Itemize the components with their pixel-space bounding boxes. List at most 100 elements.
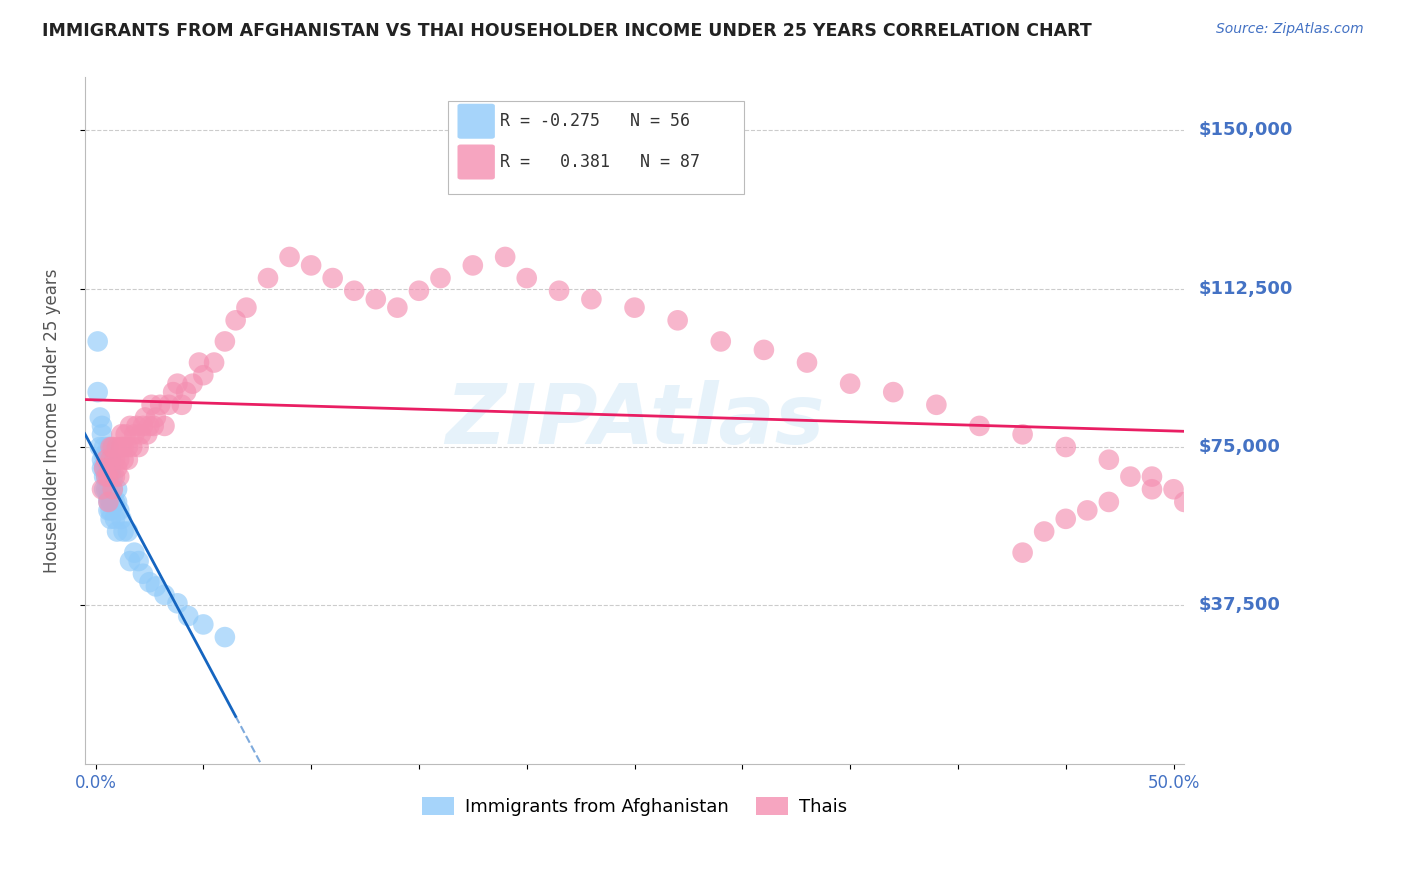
Text: IMMIGRANTS FROM AFGHANISTAN VS THAI HOUSEHOLDER INCOME UNDER 25 YEARS CORRELATIO: IMMIGRANTS FROM AFGHANISTAN VS THAI HOUS… (42, 22, 1092, 40)
Point (181, 376, 204, 391)
Point (97, 452, 120, 467)
Point (97, 469, 120, 483)
Point (162, 385, 184, 400)
Legend: Immigrants from Afghanistan, Thais: Immigrants from Afghanistan, Thais (415, 789, 855, 823)
Point (494, 250, 516, 264)
Point (129, 427, 152, 442)
Point (1033, 524, 1056, 539)
Point (343, 284, 366, 298)
Point (429, 271, 451, 285)
Point (104, 512, 127, 526)
Point (128, 440, 150, 454)
Point (1011, 427, 1033, 442)
Point (177, 609, 200, 624)
Point (86, 334, 108, 349)
Point (882, 385, 904, 400)
Point (114, 427, 136, 442)
Point (108, 503, 131, 517)
Point (124, 546, 146, 560)
Point (101, 483, 124, 497)
Point (149, 398, 172, 412)
Point (548, 284, 571, 298)
Point (112, 524, 135, 539)
Point (97, 503, 120, 517)
Point (117, 440, 139, 454)
FancyBboxPatch shape (447, 102, 745, 194)
Point (101, 483, 124, 497)
Text: $37,500: $37,500 (1198, 597, 1279, 615)
Point (408, 284, 430, 298)
Point (145, 579, 167, 593)
Point (134, 410, 156, 425)
Point (387, 301, 409, 315)
Point (235, 301, 257, 315)
Point (1119, 469, 1142, 483)
Point (96, 461, 118, 475)
Y-axis label: Householder Income Under 25 years: Householder Income Under 25 years (44, 268, 60, 573)
Point (105, 461, 128, 475)
Point (93, 449, 115, 463)
Point (202, 355, 225, 369)
Point (118, 418, 141, 433)
Point (796, 355, 818, 369)
Point (623, 301, 645, 315)
Point (93, 461, 115, 475)
Point (214, 334, 236, 349)
Point (100, 495, 122, 509)
Point (461, 259, 484, 273)
Point (96, 452, 118, 467)
Point (125, 418, 148, 433)
Point (97, 469, 120, 483)
Point (117, 524, 139, 539)
Point (516, 271, 538, 285)
Point (132, 566, 155, 581)
Point (86, 385, 108, 400)
Point (91, 418, 114, 433)
Point (96, 469, 118, 483)
Point (278, 250, 301, 264)
Point (110, 512, 132, 526)
Text: $112,500: $112,500 (1198, 279, 1292, 298)
Point (322, 271, 344, 285)
Point (174, 385, 197, 400)
Point (1098, 452, 1121, 467)
Point (141, 398, 163, 412)
Point (110, 440, 132, 454)
Point (1054, 440, 1077, 454)
Point (839, 376, 862, 391)
Point (136, 427, 159, 442)
Point (97, 461, 120, 475)
Point (257, 271, 280, 285)
Point (100, 469, 122, 483)
Point (108, 452, 131, 467)
Point (100, 503, 122, 517)
Point (124, 427, 146, 442)
Point (138, 575, 160, 590)
Point (1140, 483, 1163, 497)
FancyBboxPatch shape (457, 103, 495, 139)
Point (110, 427, 132, 442)
Point (752, 343, 775, 357)
Point (91, 452, 114, 467)
Point (93, 440, 115, 454)
Point (91, 427, 114, 442)
Text: $150,000: $150,000 (1198, 121, 1292, 139)
Point (104, 495, 127, 509)
Point (925, 398, 948, 412)
Point (1076, 503, 1098, 517)
Point (132, 418, 155, 433)
Point (93, 469, 115, 483)
Point (91, 461, 114, 475)
Point (101, 495, 124, 509)
Point (89, 410, 111, 425)
Point (100, 461, 122, 475)
Point (166, 596, 188, 610)
Point (364, 292, 387, 306)
Point (1054, 512, 1077, 526)
Point (193, 368, 215, 383)
Point (100, 440, 122, 454)
Point (666, 313, 689, 327)
Point (214, 630, 236, 644)
Point (188, 355, 211, 369)
Point (581, 292, 603, 306)
